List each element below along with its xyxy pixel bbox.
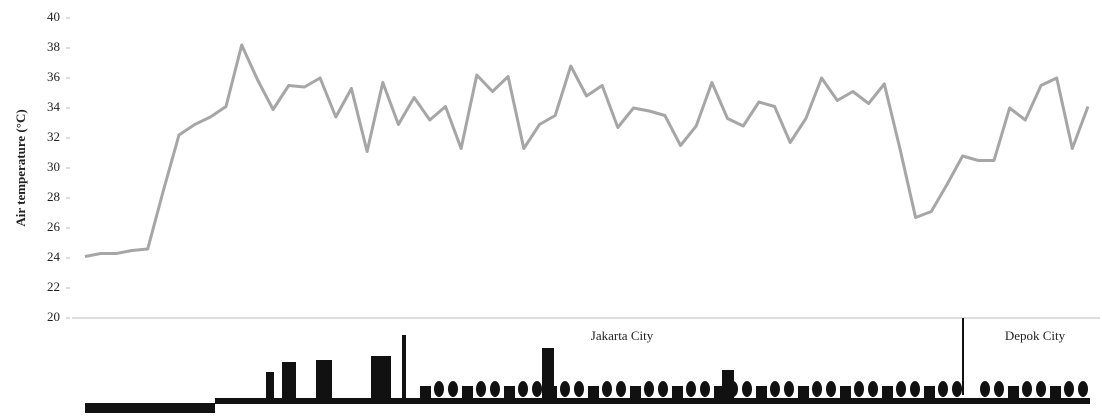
tree xyxy=(532,381,542,397)
y-tick-label: 40 xyxy=(47,9,60,24)
tree xyxy=(784,381,794,397)
building xyxy=(282,362,296,400)
house xyxy=(672,386,683,399)
tree xyxy=(854,381,864,397)
tree xyxy=(812,381,822,397)
tree xyxy=(658,381,668,397)
tree xyxy=(686,381,696,397)
tree xyxy=(1036,381,1046,397)
annotation: Jakarta City xyxy=(591,328,654,343)
building xyxy=(371,356,391,400)
house xyxy=(588,386,599,399)
house xyxy=(630,386,641,399)
tree xyxy=(434,381,444,397)
house xyxy=(840,386,851,399)
building xyxy=(316,360,332,400)
tree xyxy=(644,381,654,397)
house xyxy=(1050,386,1061,399)
house xyxy=(546,386,557,399)
y-tick-label: 20 xyxy=(47,309,60,324)
house xyxy=(1008,386,1019,399)
house xyxy=(714,386,725,399)
y-tick-label: 22 xyxy=(47,279,60,294)
tree xyxy=(602,381,612,397)
tree xyxy=(448,381,458,397)
house xyxy=(924,386,935,399)
y-tick-label: 36 xyxy=(47,69,61,84)
house xyxy=(756,386,767,399)
tree xyxy=(994,381,1004,397)
tree xyxy=(868,381,878,397)
y-tick-label: 34 xyxy=(47,99,61,114)
y-tick-label: 32 xyxy=(47,129,60,144)
tree xyxy=(1022,381,1032,397)
y-tick-label: 28 xyxy=(47,189,60,204)
tree xyxy=(490,381,500,397)
y-axis-label: Air temperature (°C) xyxy=(13,109,28,226)
tree xyxy=(574,381,584,397)
tree xyxy=(742,381,752,397)
tree xyxy=(1064,381,1074,397)
tree xyxy=(910,381,920,397)
tree xyxy=(560,381,570,397)
tree xyxy=(896,381,906,397)
building xyxy=(266,372,274,400)
annotation: Depok City xyxy=(1005,328,1066,343)
water xyxy=(85,403,215,413)
tower xyxy=(402,335,406,400)
y-tick-label: 26 xyxy=(47,219,61,234)
tree xyxy=(728,381,738,397)
house xyxy=(504,386,515,399)
y-tick-label: 38 xyxy=(47,39,60,54)
tree xyxy=(770,381,780,397)
house xyxy=(420,386,431,399)
ground xyxy=(215,398,1090,404)
house xyxy=(798,386,809,399)
house xyxy=(462,386,473,399)
tree xyxy=(616,381,626,397)
y-tick-label: 30 xyxy=(47,159,60,174)
tree xyxy=(1078,381,1088,397)
tree xyxy=(518,381,528,397)
tree xyxy=(700,381,710,397)
y-tick-label: 24 xyxy=(47,249,61,264)
tree xyxy=(980,381,990,397)
tree xyxy=(938,381,948,397)
skyline xyxy=(85,335,1090,413)
house xyxy=(882,386,893,399)
data-line xyxy=(84,43,1090,258)
tree xyxy=(952,381,962,397)
tree xyxy=(476,381,486,397)
tree xyxy=(826,381,836,397)
